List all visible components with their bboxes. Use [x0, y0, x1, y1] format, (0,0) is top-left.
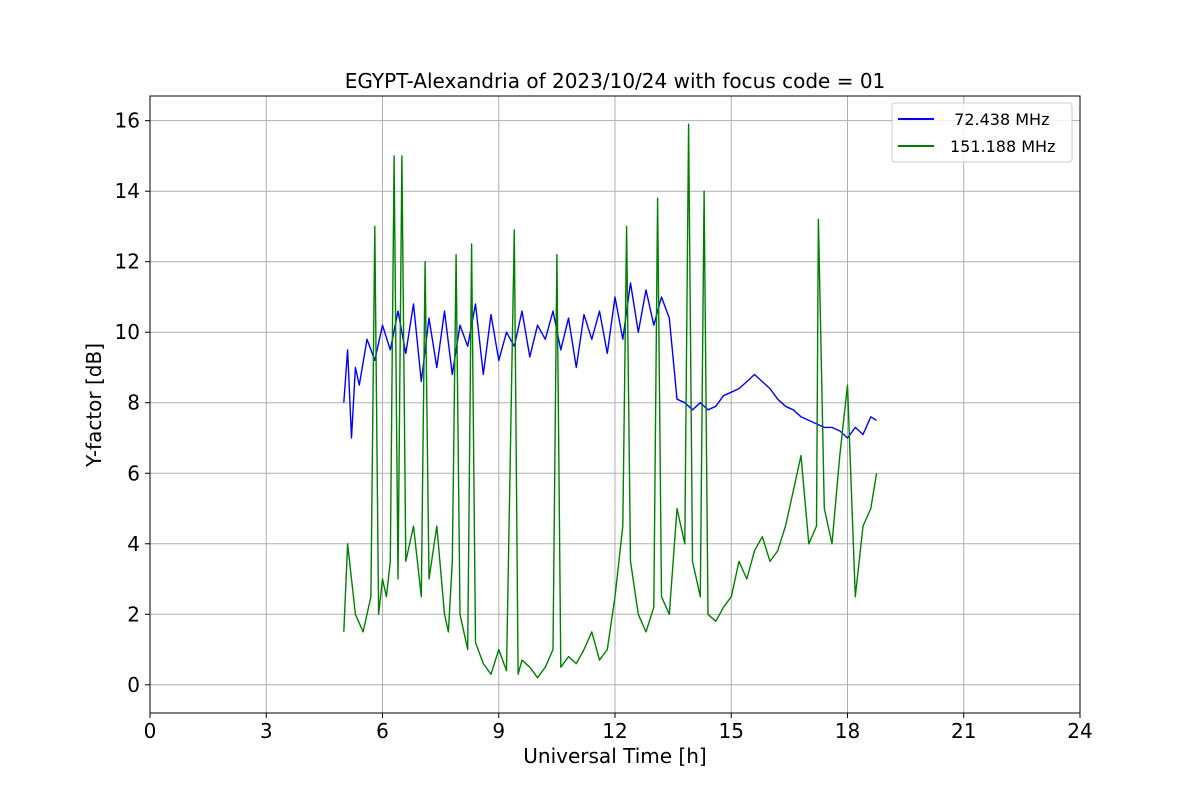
y-tick-label: 12: [115, 250, 140, 274]
y-tick-label: 4: [127, 532, 140, 556]
x-tick-label: 18: [835, 719, 860, 743]
y-tick-label: 6: [127, 461, 140, 485]
y-tick-label: 10: [115, 320, 140, 344]
x-axis-ticks: 0 3 6 9 12 15 18 21 24: [144, 713, 1093, 743]
x-tick-label: 12: [602, 719, 627, 743]
y-tick-label: 2: [127, 602, 140, 626]
series-layer: [343, 123, 878, 679]
legend-label-72-mhz: 72.438 MHz: [944, 110, 1049, 129]
x-tick-label: 3: [260, 719, 273, 743]
y-axis-ticks: 0 2 4 6 8 10 12 14 16: [115, 109, 150, 697]
x-tick-label: 9: [492, 719, 505, 743]
x-tick-label: 15: [719, 719, 744, 743]
y-axis-label: Y-factor [dB]: [82, 343, 106, 468]
y-tick-label: 14: [115, 179, 140, 203]
series-line-72-mhz: [343, 282, 877, 439]
legend: 72.438 MHz 151.188 MHz: [891, 102, 1073, 163]
x-tick-label: 24: [1067, 719, 1092, 743]
x-axis-label: Universal Time [h]: [523, 744, 706, 768]
y-tick-label: 16: [115, 109, 140, 133]
x-tick-label: 21: [951, 719, 976, 743]
series-line-151-mhz: [343, 123, 878, 679]
legend-box: [891, 102, 1073, 163]
x-tick-label: 0: [144, 719, 157, 743]
legend-label-151-mhz: 151.188 MHz: [950, 137, 1055, 156]
chart-title: EGYPT-Alexandria of 2023/10/24 with focu…: [345, 69, 886, 93]
y-tick-label: 0: [127, 673, 140, 697]
y-tick-label: 8: [127, 391, 140, 415]
x-tick-label: 6: [376, 719, 389, 743]
